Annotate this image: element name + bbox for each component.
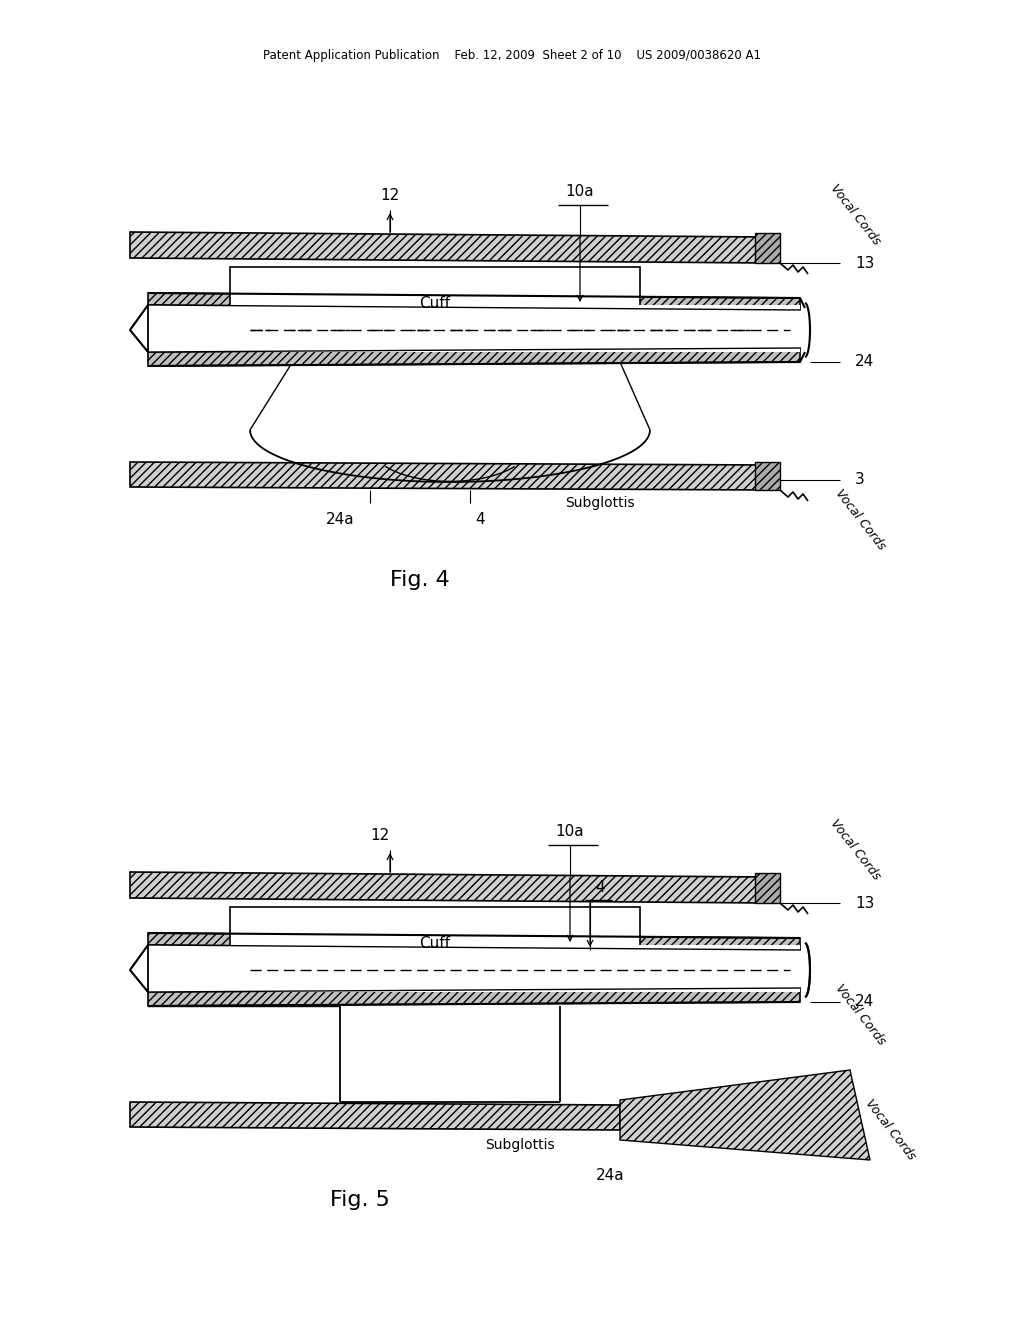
Text: Vocal Cords: Vocal Cords — [833, 487, 888, 553]
Text: 24: 24 — [855, 994, 874, 1010]
Text: Subglottis: Subglottis — [565, 496, 635, 510]
Bar — [755, 234, 780, 263]
Polygon shape — [148, 348, 800, 366]
Text: 24a: 24a — [596, 1167, 625, 1183]
Polygon shape — [148, 933, 800, 950]
Bar — [755, 462, 780, 490]
Bar — [148, 305, 800, 352]
Text: Cuff: Cuff — [420, 296, 451, 312]
Bar — [755, 873, 780, 903]
Text: 3: 3 — [855, 473, 864, 487]
Polygon shape — [620, 1071, 870, 1160]
Text: 24: 24 — [855, 355, 874, 370]
Polygon shape — [130, 305, 148, 352]
Polygon shape — [130, 945, 148, 993]
Text: Patent Application Publication    Feb. 12, 2009  Sheet 2 of 10    US 2009/003862: Patent Application Publication Feb. 12, … — [263, 49, 761, 62]
Text: 12: 12 — [380, 187, 399, 202]
Text: Fig. 4: Fig. 4 — [390, 570, 450, 590]
Text: 12: 12 — [371, 828, 389, 842]
Polygon shape — [130, 873, 765, 903]
Text: 13: 13 — [855, 895, 874, 911]
Text: Subglottis: Subglottis — [485, 1138, 555, 1152]
Text: Vocal Cords: Vocal Cords — [827, 182, 883, 248]
Text: Vocal Cords: Vocal Cords — [862, 1097, 918, 1163]
Bar — [148, 945, 800, 993]
Text: 4: 4 — [475, 512, 484, 528]
Text: Vocal Cords: Vocal Cords — [827, 817, 883, 883]
Text: 10a: 10a — [565, 185, 594, 199]
Polygon shape — [148, 293, 800, 310]
Polygon shape — [148, 987, 800, 1006]
Text: 24a: 24a — [326, 512, 354, 528]
Bar — [230, 267, 640, 341]
Polygon shape — [130, 232, 765, 263]
Text: Cuff: Cuff — [420, 936, 451, 950]
Text: Vocal Cords: Vocal Cords — [833, 982, 888, 1048]
Polygon shape — [130, 462, 770, 490]
Bar — [230, 907, 640, 979]
Text: Fig. 5: Fig. 5 — [330, 1191, 390, 1210]
Text: 4: 4 — [595, 879, 605, 895]
Text: 10a: 10a — [556, 825, 585, 840]
Polygon shape — [130, 1102, 620, 1130]
Text: 13: 13 — [855, 256, 874, 271]
